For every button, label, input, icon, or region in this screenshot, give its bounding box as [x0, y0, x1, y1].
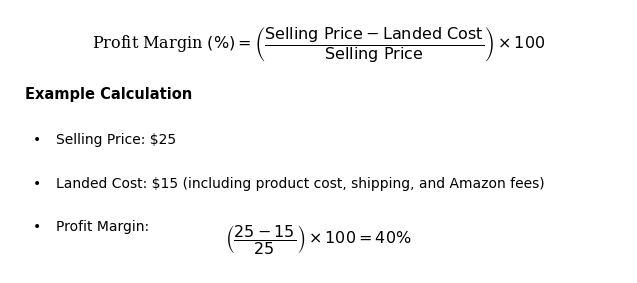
- Text: Profit Margin:: Profit Margin:: [55, 220, 148, 234]
- Text: •: •: [33, 133, 41, 147]
- Text: •: •: [33, 220, 41, 234]
- Text: Selling Price: $25: Selling Price: $25: [55, 133, 176, 147]
- Text: $\left(\dfrac{25 - 15}{25}\right) \times 100 = 40\%$: $\left(\dfrac{25 - 15}{25}\right) \times…: [225, 223, 412, 256]
- Text: Landed Cost: $15 (including product cost, shipping, and Amazon fees): Landed Cost: $15 (including product cost…: [55, 177, 544, 191]
- Text: •: •: [33, 177, 41, 191]
- Text: Profit Margin $(\%) = \left(\dfrac{\mathrm{Selling\ Price} - \mathrm{Landed\ Cos: Profit Margin $(\%) = \left(\dfrac{\math…: [92, 25, 545, 64]
- Text: Example Calculation: Example Calculation: [25, 87, 192, 102]
